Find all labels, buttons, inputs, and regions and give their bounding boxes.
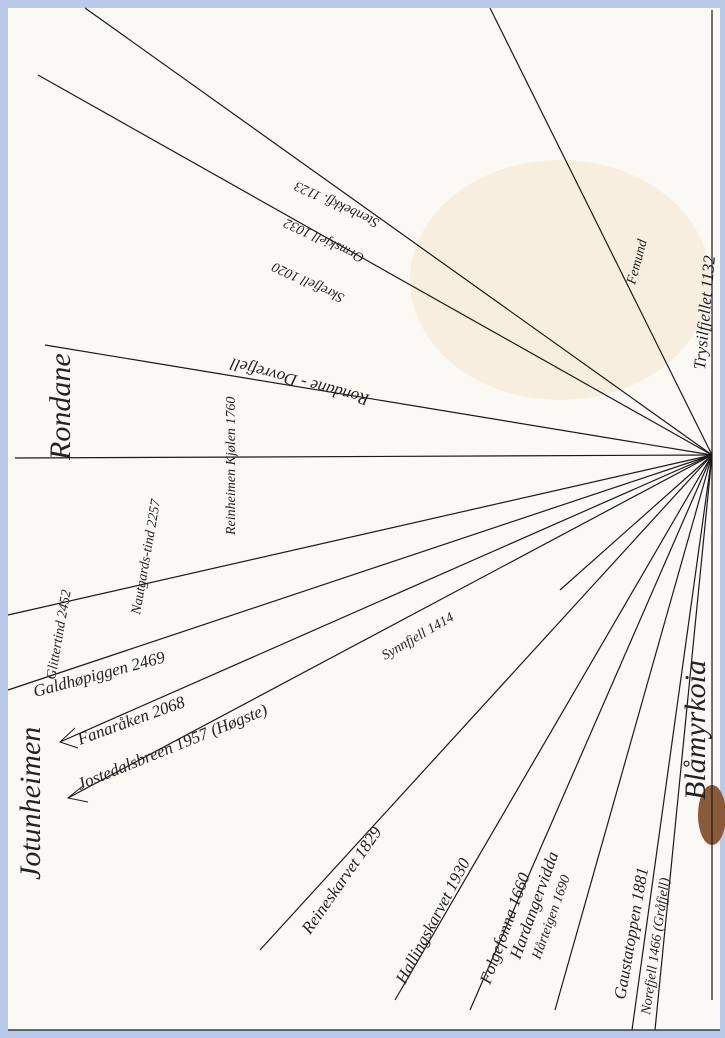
stain <box>410 160 710 400</box>
label: Reinheimen Kjølen 1760 <box>224 397 239 536</box>
paper <box>8 8 720 1030</box>
scan: Jotunheimen Rondane Rondane - Dovrefjell… <box>0 0 725 1038</box>
label: Blåmyrkoia <box>679 660 712 800</box>
label: Jotunheimen <box>14 727 47 880</box>
label: Rondane <box>44 353 77 461</box>
